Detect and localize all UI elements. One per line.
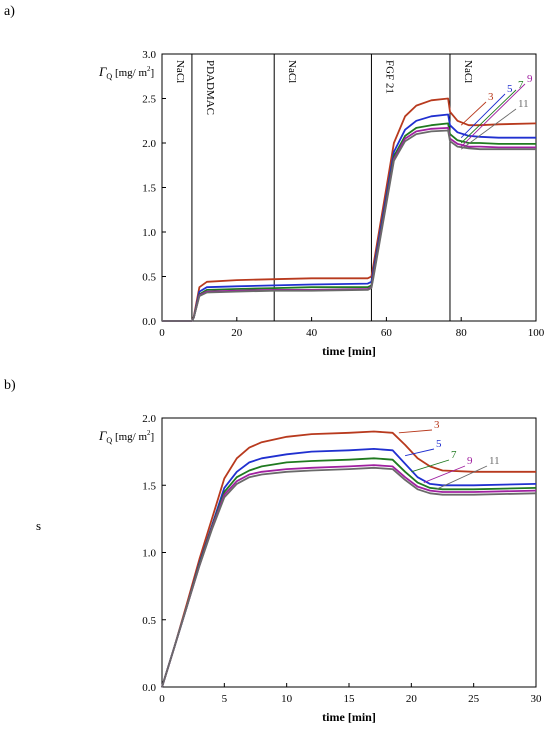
panel-b-label: b) xyxy=(4,378,16,393)
y-tick-label: 1.0 xyxy=(142,227,156,239)
series-leader-3 xyxy=(460,101,487,126)
x-tick-label: 80 xyxy=(456,327,468,339)
series-line-11 xyxy=(162,129,536,322)
x-tick-label: 100 xyxy=(528,327,545,339)
y-tick-label: 0.0 xyxy=(142,316,156,328)
series-leader-3 xyxy=(398,429,433,434)
series-label-7: 7 xyxy=(518,79,524,91)
series-label-5: 5 xyxy=(436,438,442,450)
series-leader-5 xyxy=(404,448,435,457)
y-tick-label: 2.0 xyxy=(142,138,156,150)
series-leader-9 xyxy=(423,465,466,483)
x-axis-title: time [min] xyxy=(322,710,376,724)
series-label-3: 3 xyxy=(434,419,440,431)
y-tick-label: 2.0 xyxy=(142,413,156,425)
panel-a-label: a) xyxy=(4,4,15,19)
stray-letter: s xyxy=(36,518,42,533)
series-label-5: 5 xyxy=(507,83,513,95)
series-label-9: 9 xyxy=(527,73,533,85)
y-tick-label: 1.0 xyxy=(142,548,156,560)
x-tick-label: 0 xyxy=(159,693,165,705)
series-label-9: 9 xyxy=(467,455,473,467)
y-tick-label: 2.5 xyxy=(142,94,156,106)
phase-label: FGF 21 xyxy=(383,60,395,94)
series-label-11: 11 xyxy=(518,98,529,110)
x-tick-label: 0 xyxy=(159,327,165,339)
y-tick-label: 3.0 xyxy=(142,49,156,61)
phase-label: NaCl xyxy=(286,60,298,83)
x-tick-label: 30 xyxy=(531,693,543,705)
chart-b: 0 5 10 15 20 25 30 0.0 0.5 1.0 1.5 2.0 time [min] ΓQ … xyxy=(98,413,543,724)
series-leader-5 xyxy=(460,93,506,138)
y-tick-label: 1.5 xyxy=(142,183,156,195)
series-label-11: 11 xyxy=(489,455,500,467)
x-tick-label: 20 xyxy=(231,327,243,339)
y-tick-label: 0.0 xyxy=(142,682,156,694)
y-axis-title: ΓQ [mg/ m2] xyxy=(98,428,154,445)
x-tick-label: 10 xyxy=(281,693,293,705)
series-line-3 xyxy=(161,430,536,688)
series-leader-11 xyxy=(460,108,517,150)
y-tick-label: 0.5 xyxy=(142,615,156,627)
series-leader-9 xyxy=(460,83,526,147)
x-tick-label: 5 xyxy=(222,693,228,705)
series-leader-7 xyxy=(460,89,517,144)
phase-label: NaCl xyxy=(174,60,186,83)
series-line-5 xyxy=(161,448,537,688)
x-tick-label: 40 xyxy=(306,327,318,339)
series-label-3: 3 xyxy=(488,91,494,103)
series-leader-7 xyxy=(411,459,450,473)
series-leader-11 xyxy=(436,465,488,490)
x-tick-label: 25 xyxy=(468,693,480,705)
y-tick-label: 1.5 xyxy=(142,480,156,492)
series-label-7: 7 xyxy=(451,449,457,461)
plot-frame xyxy=(161,417,537,688)
y-axis-title: ΓQ [mg/ m2] xyxy=(98,64,154,81)
x-axis-title: time [min] xyxy=(322,344,376,358)
y-tick-label: 0.5 xyxy=(142,272,156,284)
phase-label: NaCl xyxy=(462,60,474,83)
series-line-11 xyxy=(161,466,537,688)
x-tick-label: 20 xyxy=(406,693,418,705)
phase-label: PDADMAC xyxy=(204,60,216,115)
chart-a: 0 20 40 60 80 100 0.0 0.5 1.0 1.5 2.0 2.5 3.0 time [m… xyxy=(98,49,545,358)
x-tick-label: 15 xyxy=(344,693,356,705)
x-tick-label: 60 xyxy=(381,327,393,339)
